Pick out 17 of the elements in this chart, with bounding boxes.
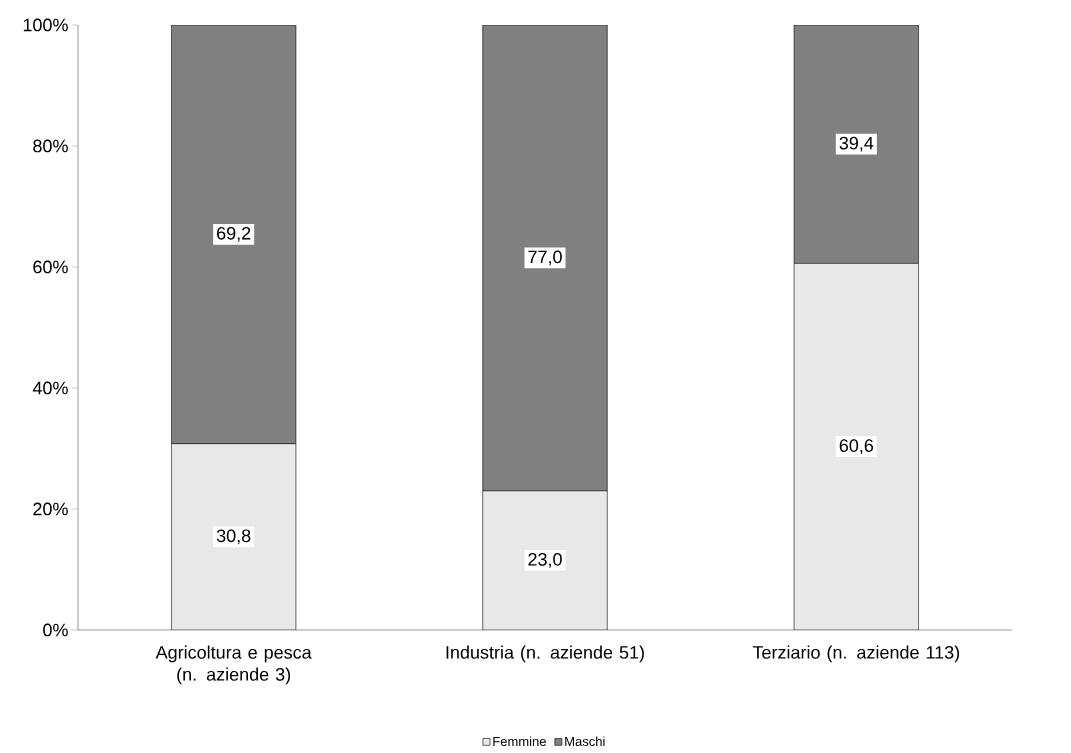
y-tick-label: 80% bbox=[33, 139, 68, 153]
y-tick-label: 40% bbox=[32, 381, 68, 395]
data-label: 60,6 bbox=[839, 439, 874, 455]
data-label: 23,0 bbox=[528, 552, 562, 568]
data-label: 77,0 bbox=[528, 250, 562, 266]
legend-label: Maschi bbox=[565, 736, 605, 747]
data-label: 30,8 bbox=[216, 529, 251, 545]
data-label: 39,4 bbox=[839, 136, 874, 152]
data-label: 69,2 bbox=[217, 226, 251, 242]
x-tick-label: Agricoltura e pesca (n. aziende 3) bbox=[155, 645, 312, 685]
legend-label: Femmine bbox=[493, 736, 546, 747]
y-tick-label: 0% bbox=[43, 623, 68, 637]
y-tick-label: 100% bbox=[23, 18, 68, 32]
y-tick-label: 20% bbox=[33, 502, 68, 516]
y-tick-label: 60% bbox=[33, 260, 68, 274]
x-tick-label: Terziario (n. aziende 113) bbox=[752, 645, 960, 663]
x-tick-label: Industria (n. aziende 51) bbox=[446, 645, 644, 663]
